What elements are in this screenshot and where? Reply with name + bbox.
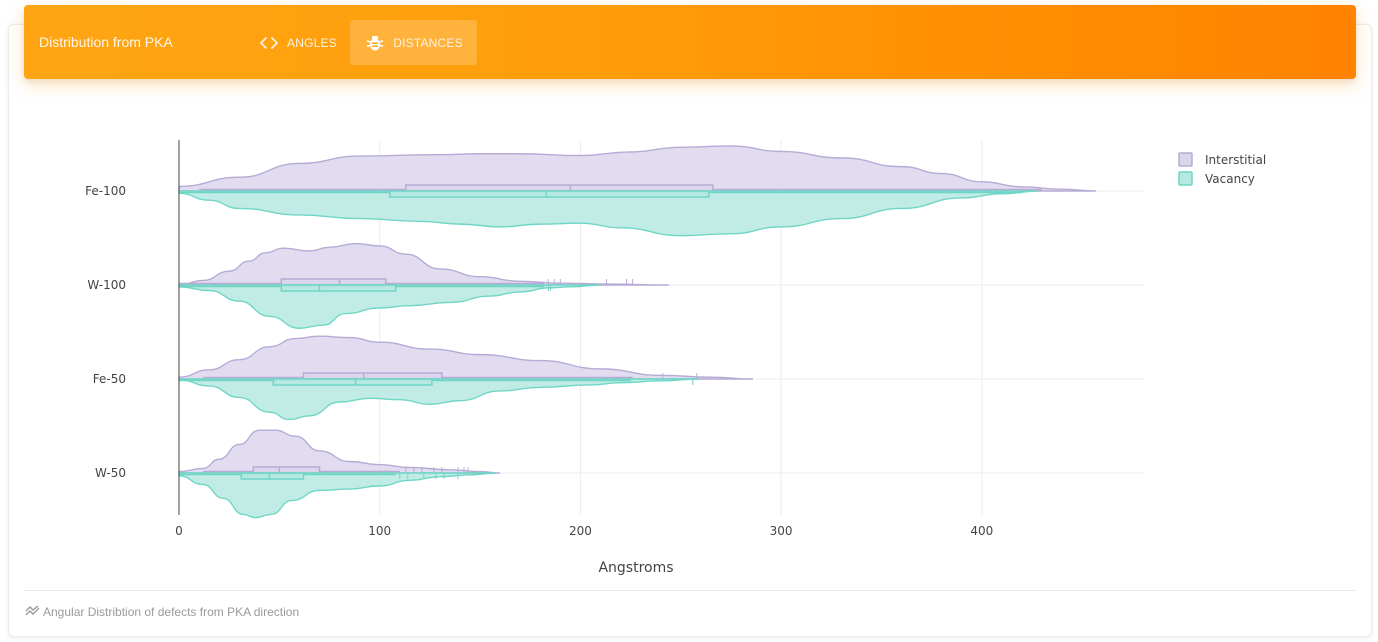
box-iqr xyxy=(405,184,714,192)
tab-angles-label: ANGLES xyxy=(287,35,337,50)
box-iqr xyxy=(280,278,387,286)
tab-distances-label: DISTANCES xyxy=(393,35,463,50)
box-iqr xyxy=(240,472,305,480)
y-tick-label: Fe-50 xyxy=(93,372,126,386)
violin-interstitial-fe-100 xyxy=(178,145,1097,192)
legend-label-interstitial: Interstitial xyxy=(1205,153,1266,167)
violin-interstitial-w-100 xyxy=(178,242,669,286)
card-footer: Angular Distribtion of defects from PKA … xyxy=(25,605,299,619)
x-tick-label: 200 xyxy=(569,524,592,538)
violin-interstitial-w-50 xyxy=(178,429,501,474)
footer-text: Angular Distribtion of defects from PKA … xyxy=(43,605,300,619)
violin-vacancy-w-100 xyxy=(178,284,601,329)
tab-angles[interactable]: ANGLES xyxy=(250,20,354,65)
x-tick-label: 300 xyxy=(770,524,793,538)
tick-labels: 0 100 200 300 400 Fe-100 W-100 Fe-50 W-50 xyxy=(85,184,993,538)
y-tick-label: W-50 xyxy=(95,466,126,480)
legend-swatch-vacancy xyxy=(1178,171,1193,186)
footer-divider xyxy=(24,590,1356,591)
y-tick-label: W-100 xyxy=(87,278,126,292)
x-axis-title: Angstroms xyxy=(598,560,673,576)
bug-icon xyxy=(364,34,386,52)
violins xyxy=(178,145,1097,519)
box-iqr xyxy=(280,284,397,292)
legend[interactable]: Interstitial Vacancy xyxy=(1178,152,1266,186)
card-header: Distribution from PKA ANGLES DISTANCES xyxy=(24,5,1356,79)
violin-interstitial-fe-50 xyxy=(178,335,754,380)
chart-svg: 0 100 200 300 400 Fe-100 W-100 Fe-50 W-50 Angstr… xyxy=(85,140,1266,576)
x-tick-label: 0 xyxy=(175,524,183,538)
box-iqr xyxy=(388,190,710,198)
header-title: Distribution from PKA xyxy=(39,34,173,50)
distribution-card xyxy=(8,24,1372,637)
box-iqr xyxy=(252,466,321,474)
violin-vacancy-fe-50 xyxy=(178,378,699,421)
box-iqr xyxy=(302,372,443,380)
x-tick-label: 400 xyxy=(970,524,993,538)
violin-vacancy-w-50 xyxy=(178,472,497,519)
legend-label-vacancy: Vacancy xyxy=(1205,172,1255,186)
x-tick-label: 100 xyxy=(368,524,391,538)
violin-vacancy-fe-100 xyxy=(178,190,1039,237)
y-tick-label: Fe-100 xyxy=(85,184,126,198)
box-iqr xyxy=(272,378,433,386)
code-icon xyxy=(258,34,280,52)
legend-swatch-interstitial xyxy=(1178,152,1193,167)
legend-item-interstitial[interactable]: Interstitial xyxy=(1178,152,1266,167)
legend-item-vacancy[interactable]: Vacancy xyxy=(1178,171,1255,186)
tab-distances[interactable]: DISTANCES xyxy=(350,20,477,65)
violin-chart: 0 100 200 300 400 Fe-100 W-100 Fe-50 W-50 Angstr… xyxy=(24,100,1356,590)
trend-icon xyxy=(25,606,40,618)
